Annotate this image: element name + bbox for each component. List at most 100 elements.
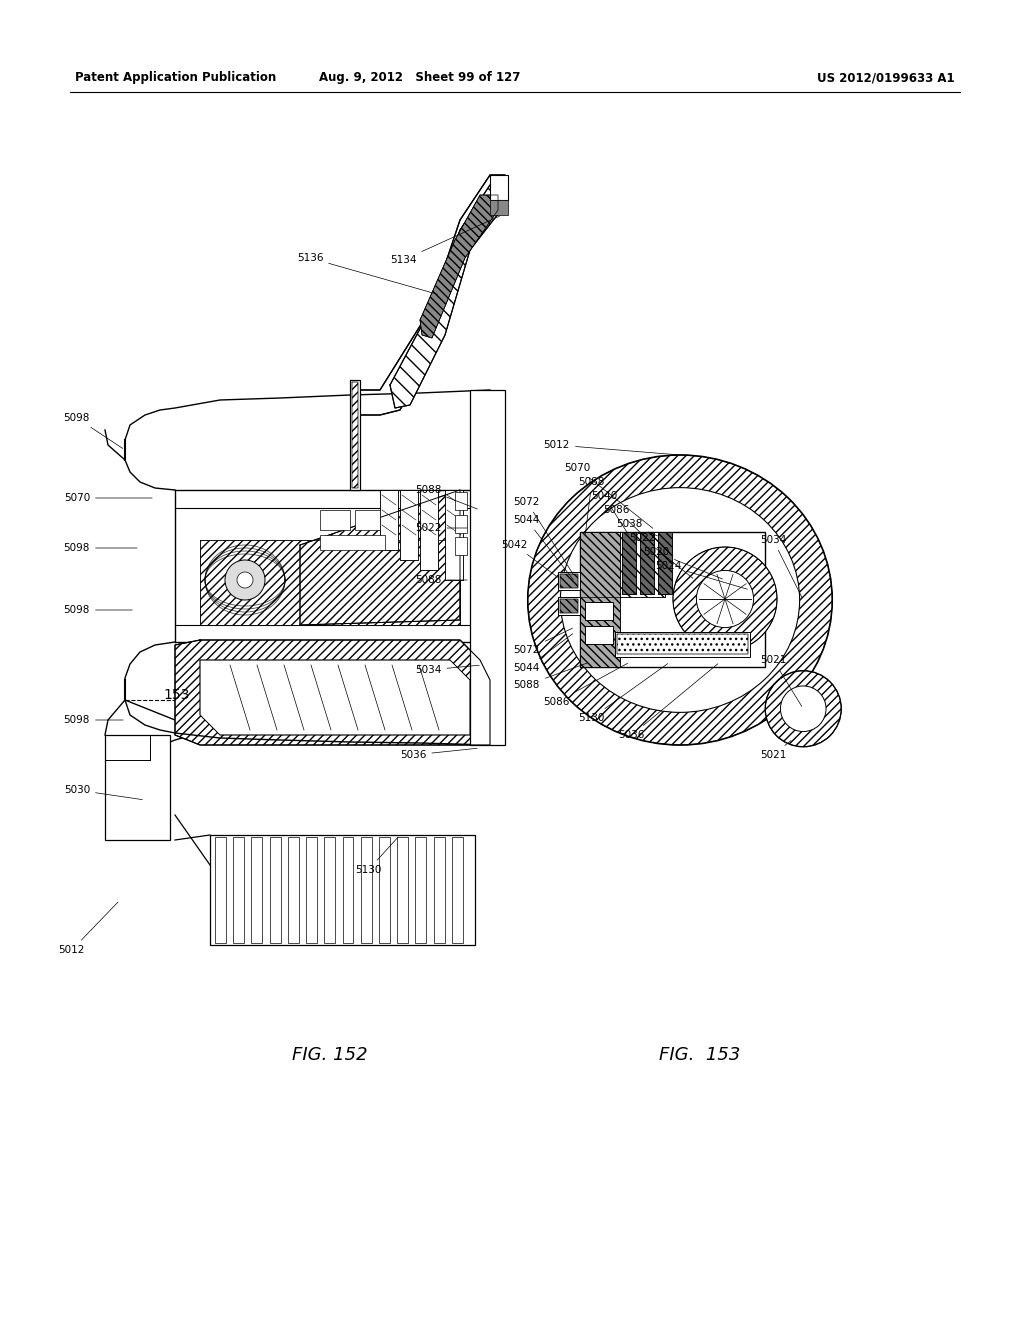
Bar: [360, 837, 372, 942]
Text: Patent Application Publication: Patent Application Publication: [75, 71, 276, 84]
Text: 5030: 5030: [63, 785, 142, 800]
Text: Aug. 9, 2012   Sheet 99 of 127: Aug. 9, 2012 Sheet 99 of 127: [319, 71, 520, 84]
Bar: [455, 537, 467, 554]
Text: 153: 153: [395, 688, 421, 702]
Polygon shape: [420, 195, 498, 338]
Text: 5021: 5021: [760, 741, 792, 760]
Circle shape: [765, 671, 842, 747]
Text: 5070: 5070: [564, 463, 653, 528]
Polygon shape: [420, 490, 438, 570]
Text: 5088: 5088: [579, 477, 605, 535]
Polygon shape: [352, 381, 358, 488]
Text: US 2012/0199633 A1: US 2012/0199633 A1: [817, 71, 955, 84]
Bar: [416, 837, 426, 942]
Bar: [585, 626, 613, 644]
Bar: [580, 532, 765, 667]
Circle shape: [780, 686, 826, 731]
Text: 5098: 5098: [63, 413, 123, 449]
Text: 5038: 5038: [616, 519, 657, 536]
Bar: [210, 836, 475, 945]
Text: 5134: 5134: [390, 216, 500, 265]
Polygon shape: [640, 532, 654, 594]
Polygon shape: [200, 540, 460, 624]
Bar: [455, 492, 467, 510]
Text: 5024: 5024: [655, 561, 748, 589]
Bar: [319, 535, 385, 550]
Bar: [288, 837, 299, 942]
Circle shape: [225, 560, 265, 601]
Text: 153: 153: [164, 688, 190, 702]
Bar: [215, 837, 226, 942]
Polygon shape: [580, 532, 620, 667]
Polygon shape: [300, 490, 460, 624]
Polygon shape: [350, 380, 360, 490]
Text: 5070: 5070: [63, 492, 153, 503]
Text: FIG.  153: FIG. 153: [659, 1045, 740, 1064]
Bar: [355, 510, 380, 531]
Polygon shape: [658, 532, 672, 594]
Polygon shape: [617, 634, 748, 653]
Text: 5086: 5086: [544, 664, 628, 708]
Polygon shape: [175, 640, 490, 744]
Text: 5021: 5021: [760, 655, 802, 706]
Bar: [397, 837, 409, 942]
Text: 5012: 5012: [58, 902, 118, 954]
Bar: [379, 837, 390, 942]
Text: 5036: 5036: [618, 664, 718, 741]
Text: 5034: 5034: [415, 665, 479, 675]
Polygon shape: [445, 490, 463, 579]
Circle shape: [673, 546, 777, 651]
Text: 5036: 5036: [400, 748, 477, 760]
Polygon shape: [380, 490, 398, 550]
Ellipse shape: [527, 455, 833, 744]
Polygon shape: [200, 660, 470, 735]
Text: 5072: 5072: [514, 628, 572, 655]
Text: 5088: 5088: [514, 663, 588, 690]
Bar: [252, 837, 262, 942]
Bar: [490, 176, 508, 201]
Polygon shape: [400, 490, 418, 560]
Polygon shape: [622, 532, 636, 594]
Bar: [455, 515, 467, 533]
Bar: [319, 510, 350, 531]
Circle shape: [237, 572, 253, 587]
Text: 5044: 5044: [514, 515, 573, 579]
Text: 5022: 5022: [415, 523, 467, 533]
Text: 5098: 5098: [63, 715, 123, 725]
Text: 5042: 5042: [502, 540, 558, 577]
Text: 5044: 5044: [514, 634, 572, 673]
Text: 5072: 5072: [514, 498, 573, 574]
Bar: [342, 837, 353, 942]
Text: 5136: 5136: [297, 253, 437, 294]
Text: 5088: 5088: [415, 576, 467, 585]
Bar: [490, 201, 508, 215]
Text: 5130: 5130: [579, 664, 668, 723]
Bar: [105, 735, 170, 840]
Circle shape: [696, 570, 754, 627]
Bar: [306, 837, 317, 942]
Text: 5040: 5040: [591, 491, 629, 535]
Text: FIG. 152: FIG. 152: [292, 1045, 368, 1064]
Text: 5020: 5020: [643, 546, 722, 579]
Text: 5086: 5086: [603, 506, 643, 535]
Bar: [433, 837, 444, 942]
Ellipse shape: [560, 487, 800, 713]
Bar: [269, 837, 281, 942]
Polygon shape: [580, 532, 665, 597]
Polygon shape: [560, 599, 578, 612]
Text: 5098: 5098: [63, 605, 132, 615]
Text: 5088: 5088: [415, 484, 477, 510]
Polygon shape: [355, 176, 505, 414]
Bar: [325, 837, 335, 942]
Bar: [558, 572, 580, 590]
Text: 5022: 5022: [630, 533, 693, 578]
Polygon shape: [560, 574, 578, 587]
Bar: [470, 389, 505, 744]
Bar: [233, 837, 244, 942]
Text: 5130: 5130: [355, 837, 398, 875]
Polygon shape: [390, 185, 505, 408]
Bar: [558, 597, 580, 615]
Bar: [452, 837, 463, 942]
Bar: [585, 602, 613, 620]
Text: 5034: 5034: [760, 535, 802, 598]
